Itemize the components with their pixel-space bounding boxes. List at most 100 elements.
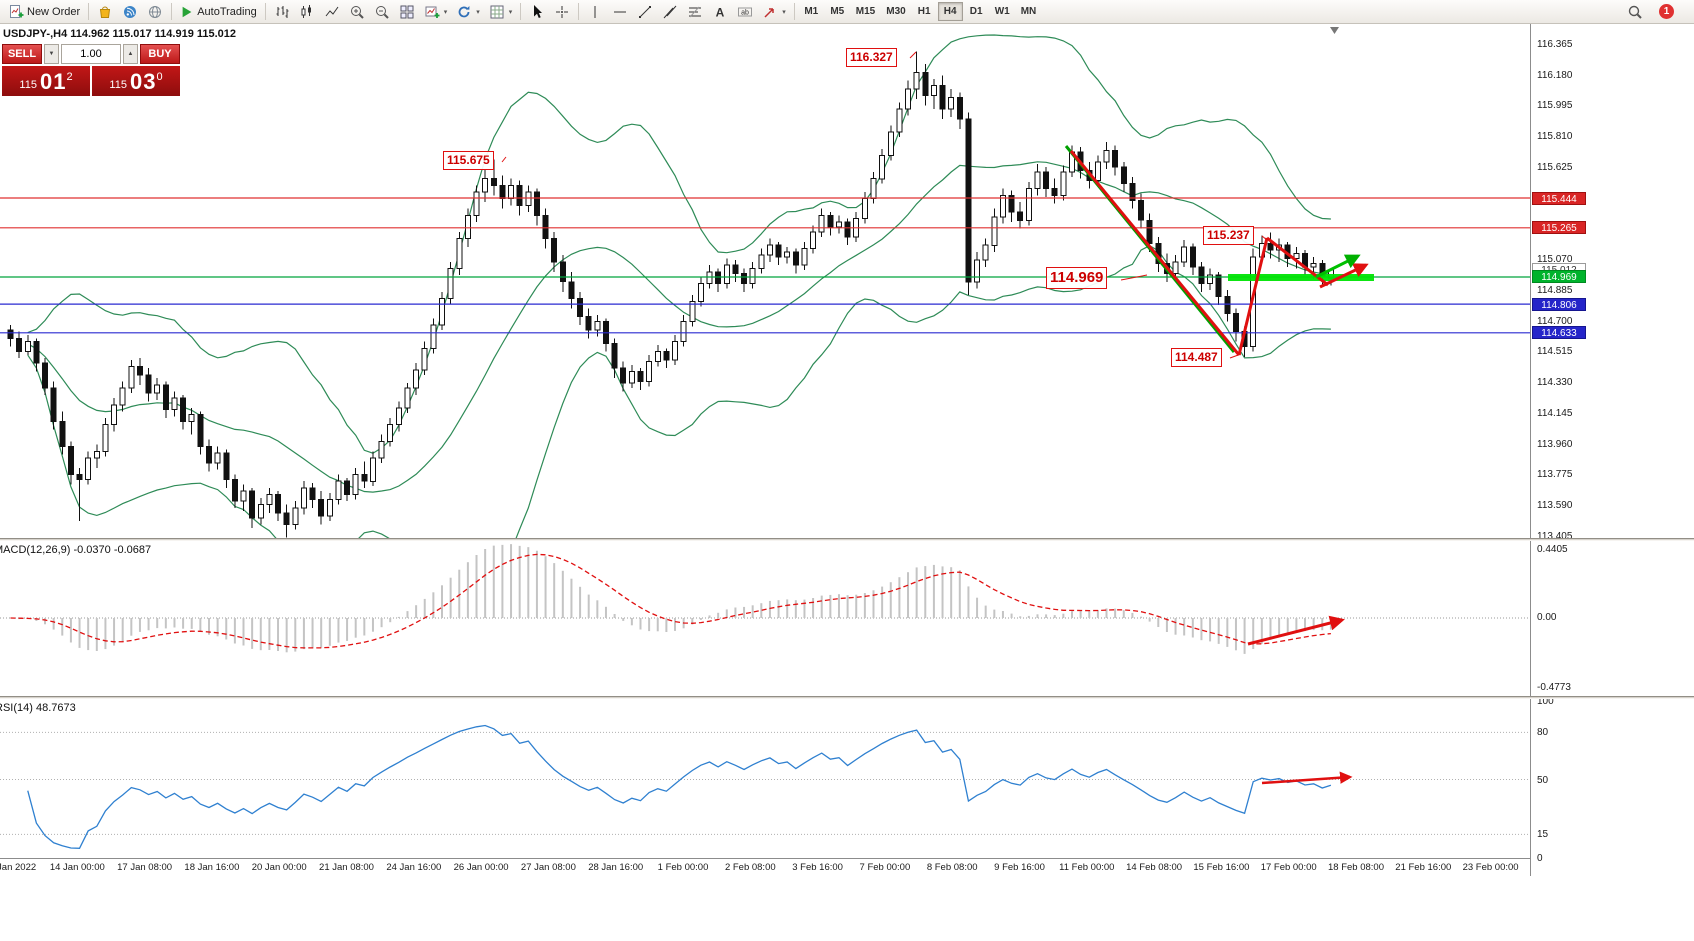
panel-divider[interactable] — [0, 538, 1694, 541]
time-axis[interactable]: 13 Jan 2022 14 Jan 00:00 17 Jan 08:00 18 Ja… — [0, 858, 1531, 876]
zoom-out-button[interactable] — [370, 1, 394, 22]
text-label-icon: ab — [738, 7, 753, 16]
timeframe-m1-button[interactable]: M1 — [799, 2, 824, 21]
panel-divider[interactable] — [0, 696, 1694, 699]
bid-price[interactable]: 115 01 2 — [2, 66, 90, 96]
mql5-community-icon — [149, 5, 162, 18]
new-order-button[interactable]: New Order — [4, 1, 84, 22]
time-tick: 15 Feb 16:00 — [1193, 862, 1250, 873]
price-line-tag: 114.806 — [1532, 297, 1586, 311]
chart-plot[interactable] — [0, 24, 1530, 538]
svg-text:A: A — [716, 5, 725, 19]
macd-scale-tick: 0.00 — [1537, 612, 1557, 623]
horizontal-line-tool-button[interactable] — [608, 1, 632, 22]
vertical-line-icon — [594, 5, 596, 18]
bar-chart-button[interactable] — [270, 1, 294, 22]
time-tick: 11 Feb 00:00 — [1059, 862, 1115, 873]
time-tick: 13 Jan 2022 — [0, 862, 37, 873]
bid-main: 01 — [39, 69, 67, 94]
arrows-icon — [764, 7, 775, 18]
volume-input[interactable] — [61, 44, 121, 64]
timeframe-w1-button[interactable]: W1 — [990, 2, 1015, 21]
line-chart-button[interactable] — [320, 1, 344, 22]
sell-button[interactable]: SELL — [2, 44, 42, 64]
buy-button[interactable]: BUY — [140, 44, 180, 64]
vertical-line-tool-button[interactable] — [583, 1, 607, 22]
horizontal-line-icon — [614, 11, 627, 12]
timeframe-m15-button[interactable]: M15 — [851, 2, 880, 21]
rsi-indicator-label: RSI(14) 48.7673 — [0, 702, 76, 714]
new-chart-button[interactable]: ▾ — [420, 1, 452, 22]
timeframe-mn-button[interactable]: MN — [1016, 2, 1042, 21]
timeframe-h1-button[interactable]: H1 — [912, 2, 937, 21]
zoom-in-icon — [350, 5, 364, 19]
macd-panel-plot[interactable] — [0, 541, 1530, 696]
channel-tool-button[interactable] — [658, 1, 682, 22]
volume-decrease-button[interactable]: ▼ — [44, 44, 59, 64]
price-line-tag: 115.444 — [1532, 191, 1586, 205]
svg-text:ab: ab — [741, 9, 749, 16]
market-icon — [100, 6, 111, 18]
price-callout-label[interactable]: 115.237 — [1203, 226, 1254, 245]
autotrading-play-icon — [182, 6, 192, 17]
toolbar-separator — [578, 3, 580, 20]
text-label-tool-button[interactable]: ab — [733, 1, 757, 22]
price-tick: 116.180 — [1537, 69, 1573, 81]
zoom-in-button[interactable] — [345, 1, 369, 22]
signals-button[interactable] — [118, 1, 142, 22]
cursor-button[interactable] — [525, 1, 549, 22]
time-tick: 2 Feb 08:00 — [724, 862, 776, 873]
templates-button[interactable]: ▾ — [485, 1, 517, 22]
arrows-tool-button[interactable]: ▾ — [758, 1, 790, 22]
price-callout-label[interactable]: 115.675 — [443, 151, 494, 170]
triangle-up-icon: ▲ — [127, 51, 134, 57]
candlestick-chart-icon — [301, 4, 311, 18]
tile-windows-button[interactable] — [395, 1, 419, 22]
text-tool-button[interactable]: A — [708, 1, 732, 22]
time-tick: 14 Feb 08:00 — [1126, 862, 1183, 873]
volume-increase-button[interactable]: ▲ — [123, 44, 138, 64]
price-callout-label[interactable]: 114.969 — [1046, 267, 1108, 289]
bid-prefix: 115 — [19, 79, 37, 91]
autotrading-button[interactable]: AutoTrading — [176, 1, 261, 22]
ask-price[interactable]: 115 03 0 — [92, 66, 180, 96]
toolbar-separator — [88, 3, 90, 20]
community-button[interactable] — [143, 1, 167, 22]
crosshair-button[interactable] — [550, 1, 574, 22]
fibonacci-icon — [689, 6, 702, 17]
notification-badge[interactable]: 1 — [1659, 4, 1674, 19]
trendline-tool-button[interactable] — [633, 1, 657, 22]
price-tick: 116.365 — [1537, 38, 1573, 50]
toolbar-separator — [793, 3, 795, 20]
rsi-panel-plot[interactable] — [0, 699, 1530, 858]
price-axis[interactable]: 116.365 116.180 115.995 115.810 115.625 115.0… — [1530, 24, 1694, 876]
candlestick-chart-button[interactable] — [295, 1, 319, 22]
timeframe-h4-button[interactable]: H4 — [937, 2, 963, 21]
ask-prefix: 115 — [109, 79, 127, 91]
fibonacci-tool-button[interactable] — [683, 1, 707, 22]
time-tick: 1 Feb 00:00 — [657, 862, 709, 873]
time-tick: 23 Feb 00:00 — [1462, 862, 1519, 873]
price-tick: 115.070 — [1537, 254, 1573, 266]
time-tick: 24 Jan 16:00 — [386, 862, 442, 873]
timeframe-m5-button[interactable]: M5 — [825, 2, 850, 21]
price-callout-label[interactable]: 116.327 — [846, 48, 897, 67]
new-chart-icon — [425, 6, 440, 18]
timeframe-d1-button[interactable]: D1 — [964, 2, 989, 21]
rsi-scale-tick: 0 — [1537, 853, 1543, 864]
rsi-scale-tick: 15 — [1537, 829, 1549, 841]
symbol-ohlc-label: USDJPY-,H4 114.962 115.017 114.919 115.0… — [3, 28, 237, 40]
time-tick: 17 Feb 00:00 — [1260, 862, 1317, 873]
price-callout-label[interactable]: 114.487 — [1171, 348, 1222, 367]
market-button[interactable] — [93, 1, 117, 22]
time-tick: 8 Feb 08:00 — [926, 862, 978, 873]
profiles-button[interactable]: ▾ — [452, 1, 484, 22]
time-tick: 20 Jan 00:00 — [251, 862, 307, 873]
timeframe-m30-button[interactable]: M30 — [881, 2, 910, 21]
time-tick: 7 Feb 00:00 — [859, 862, 911, 873]
search-icon — [1628, 5, 1642, 19]
time-tick: 26 Jan 00:00 — [453, 862, 509, 873]
line-chart-icon — [325, 6, 339, 16]
search-button[interactable] — [1623, 1, 1647, 22]
